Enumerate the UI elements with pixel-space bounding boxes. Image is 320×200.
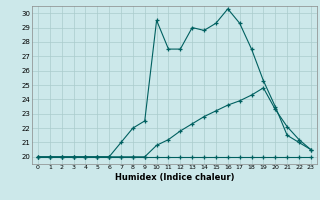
X-axis label: Humidex (Indice chaleur): Humidex (Indice chaleur) bbox=[115, 173, 234, 182]
